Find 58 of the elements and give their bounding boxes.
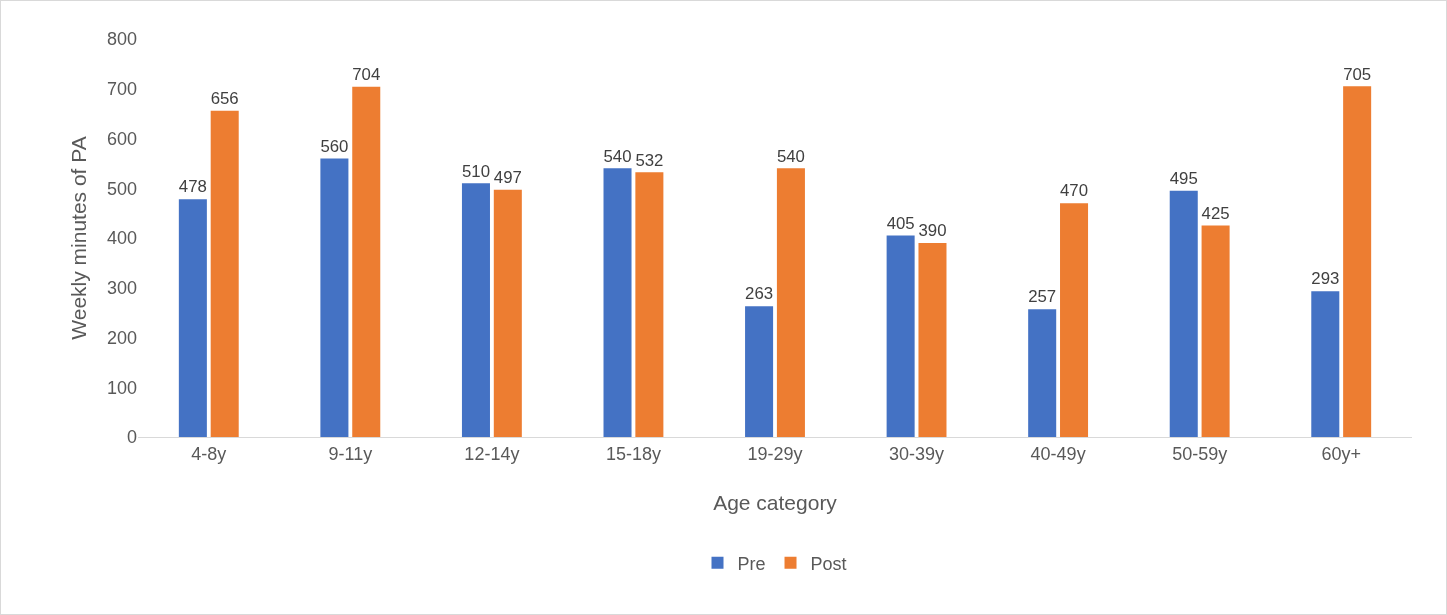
x-tick-label: 15-18y (605, 443, 661, 464)
y-tick-label: 0 (126, 427, 137, 448)
data-label: 705 (1343, 64, 1372, 84)
x-tick-label: 19-29y (747, 443, 803, 464)
bar (461, 183, 490, 437)
y-axis-title: Weekly minutes of PA (67, 136, 90, 340)
bar (1060, 203, 1089, 437)
bar (1201, 225, 1230, 437)
bar (886, 235, 915, 437)
data-label: 470 (1060, 181, 1089, 201)
y-tick-label: 600 (106, 128, 137, 149)
data-label: 704 (352, 65, 381, 85)
data-label: 532 (635, 150, 664, 170)
bar (493, 189, 522, 437)
data-label: 425 (1201, 203, 1230, 223)
data-label: 390 (918, 221, 947, 241)
x-axis-title: Age category (713, 491, 838, 514)
x-tick-label: 30-39y (889, 443, 945, 464)
y-tick-label: 200 (106, 327, 137, 348)
bar (178, 199, 207, 437)
bar (776, 168, 805, 437)
x-tick-label: 12-14y (464, 443, 520, 464)
bar (1343, 86, 1372, 437)
y-tick-label: 400 (106, 228, 137, 249)
data-label: 560 (320, 136, 349, 156)
x-tick-label: 60y+ (1321, 443, 1361, 464)
bar (320, 158, 349, 437)
bar (745, 306, 774, 437)
bar (635, 172, 664, 437)
x-tick-label: 9-11y (328, 443, 373, 464)
x-tick-label: 40-49y (1030, 443, 1086, 464)
x-tick-label: 4-8y (191, 443, 227, 464)
bar (918, 242, 947, 437)
y-tick-label: 300 (106, 278, 137, 299)
data-label: 510 (461, 161, 490, 181)
legend-label: Pre (737, 553, 766, 574)
bar (603, 168, 632, 437)
data-label: 478 (178, 177, 207, 197)
data-label: 540 (603, 146, 632, 166)
bar (352, 86, 381, 437)
data-label: 293 (1311, 269, 1340, 289)
x-tick-label: 50-59y (1172, 443, 1228, 464)
y-tick-label: 500 (106, 178, 137, 199)
bar (1028, 309, 1057, 437)
y-tick-label: 800 (106, 29, 137, 50)
legend-label: Post (810, 553, 847, 574)
y-tick-label: 100 (106, 377, 137, 398)
data-label: 495 (1169, 169, 1198, 189)
data-label: 263 (745, 284, 774, 304)
data-label: 656 (210, 88, 239, 108)
bar (210, 110, 239, 437)
data-label: 257 (1028, 287, 1057, 307)
data-label: 540 (776, 146, 805, 166)
data-label: 497 (493, 168, 522, 188)
y-tick-label: 700 (106, 79, 137, 100)
bar (1169, 190, 1198, 437)
data-label: 405 (886, 213, 915, 233)
bar (1311, 291, 1340, 437)
